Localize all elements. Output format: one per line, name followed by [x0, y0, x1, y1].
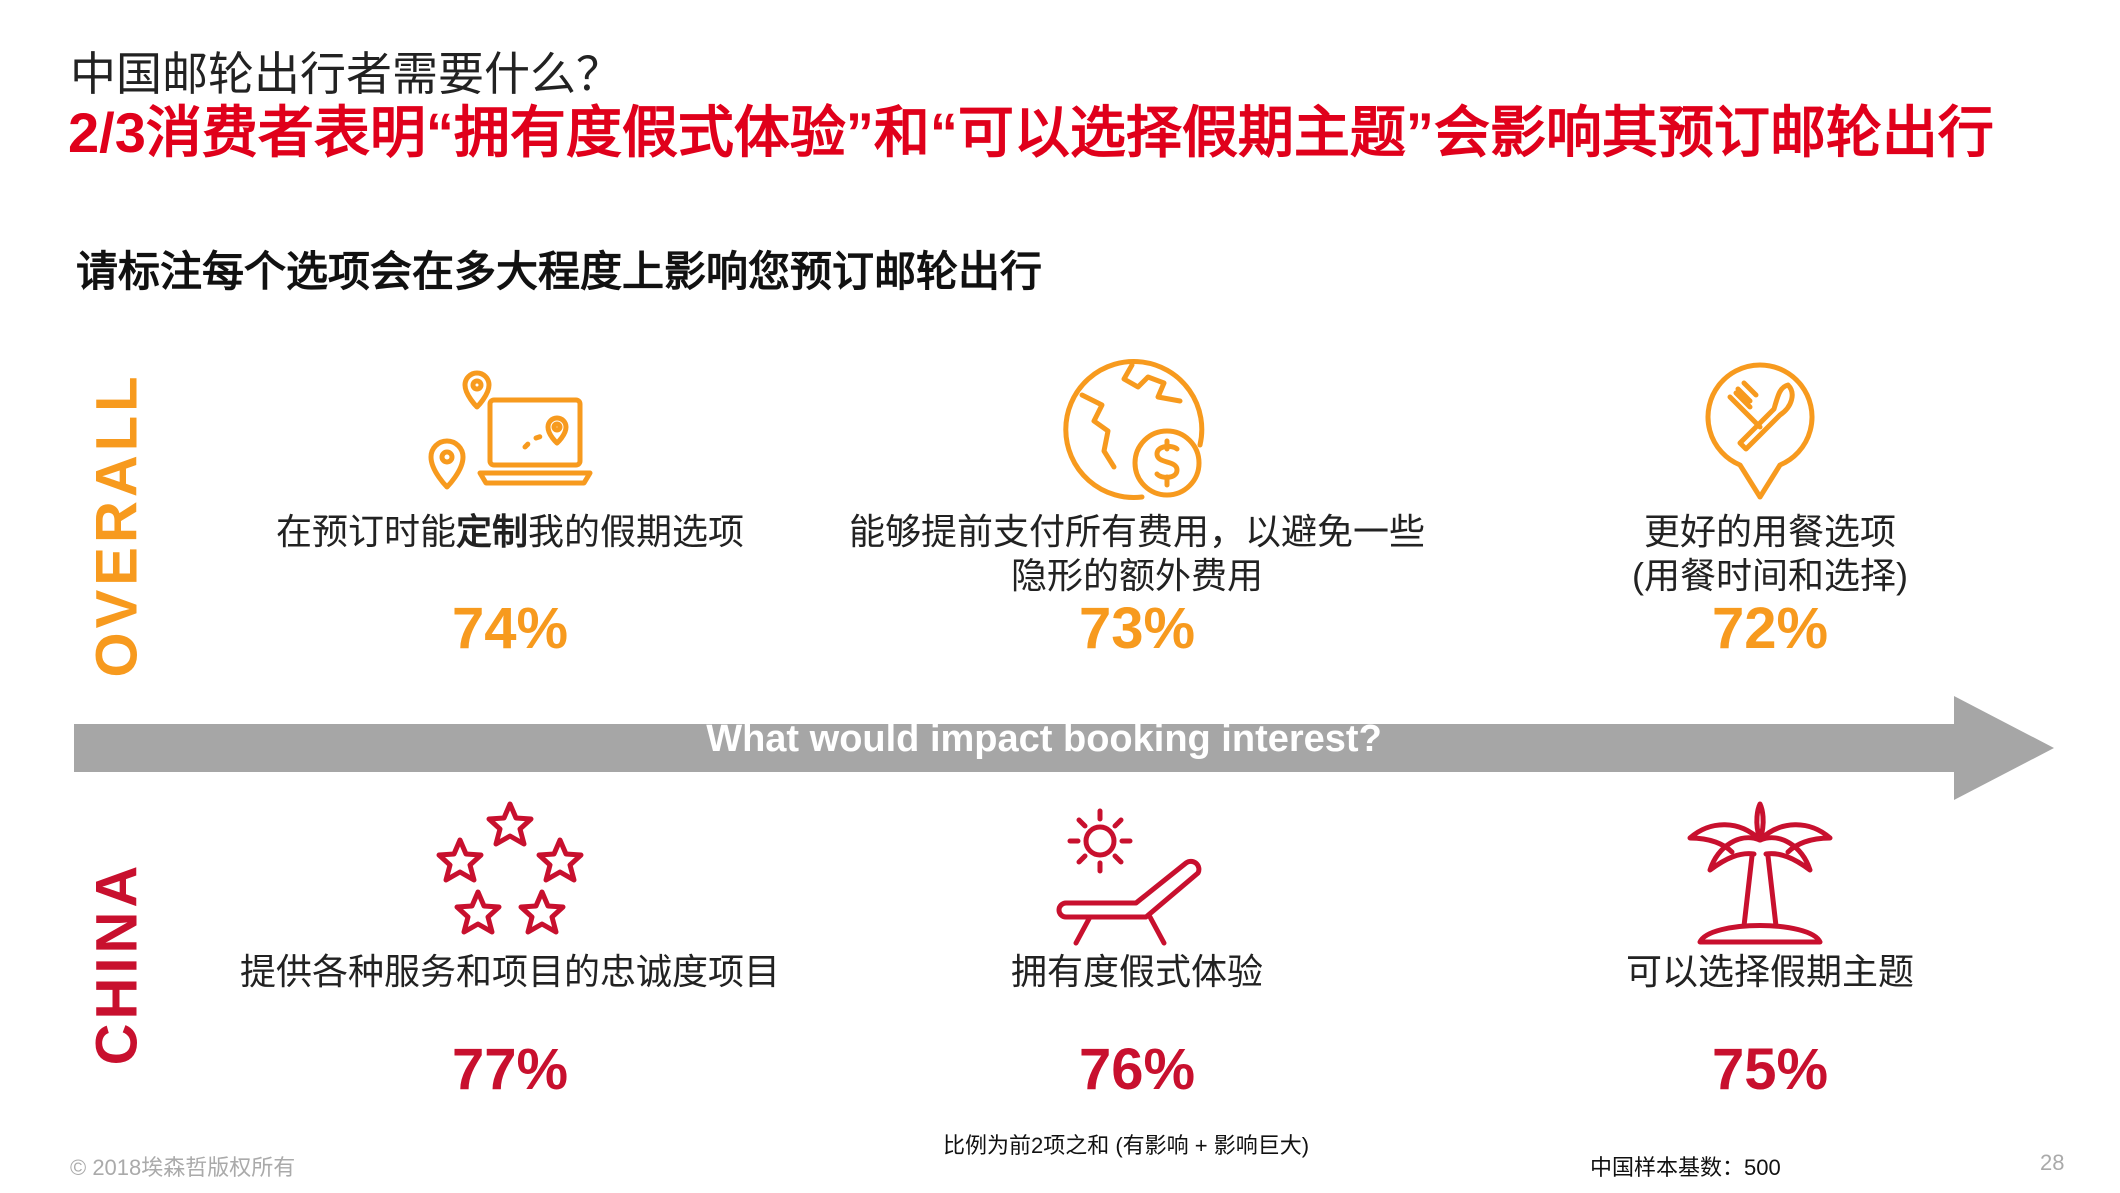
- overall-section-label: OVERALL: [84, 372, 150, 678]
- china-section-label: CHINA: [84, 861, 150, 1066]
- overall-item-dining-label: 更好的用餐选项 (用餐时间和选择): [1632, 511, 1908, 596]
- overall-item-prepay-label: 能够提前支付所有费用，以避免一些 隐形的额外费用: [848, 511, 1425, 596]
- page-number: 28: [2040, 1150, 2065, 1175]
- survey-question: 请标注每个选项会在多大程度上影响您预订邮轮出行: [76, 248, 1043, 295]
- page-title: 2/3消费者表明“拥有度假式体验”和“可以选择假期主题”会影响其预订邮轮出行: [68, 101, 1994, 164]
- overall-item-customize-percent: 74%: [451, 596, 569, 661]
- china-item-theme-percent: 75%: [1711, 1037, 1829, 1102]
- impact-arrow: [74, 696, 2054, 800]
- china-item-loyalty-label: 提供各种服务和项目的忠诚度项目: [239, 951, 780, 992]
- arrow-caption: What would impact booking interest?: [706, 718, 1382, 760]
- copyright-text: © 2018埃森哲版权所有: [70, 1155, 296, 1180]
- page-question-title: 中国邮轮出行者需要什么？: [70, 48, 622, 100]
- china-item-loyalty-percent: 77%: [451, 1037, 569, 1102]
- china-item-theme-label: 可以选择假期主题: [1625, 951, 1914, 992]
- dining-pin-icon: [1705, 362, 1815, 500]
- palm-island-icon: [1687, 801, 1833, 945]
- china-item-vacation-label: 拥有度假式体验: [1010, 951, 1263, 992]
- overall-item-prepay-percent: 73%: [1078, 596, 1196, 661]
- china-item-vacation-percent: 76%: [1078, 1037, 1196, 1102]
- overall-item-customize-label: 在预订时能定制我的假期选项: [275, 511, 745, 552]
- sample-base-footnote: 中国样本基数：500: [1590, 1155, 1781, 1180]
- laptop-map-pin-icon: [428, 370, 593, 490]
- globe-dollar-icon: [1063, 359, 1205, 500]
- sun-lounger-icon: [1056, 808, 1202, 946]
- ratio-footnote: 比例为前2项之和 (有影响 + 影响巨大): [943, 1133, 1310, 1158]
- overall-item-dining-percent: 72%: [1711, 596, 1829, 661]
- stars-icon: [436, 801, 584, 935]
